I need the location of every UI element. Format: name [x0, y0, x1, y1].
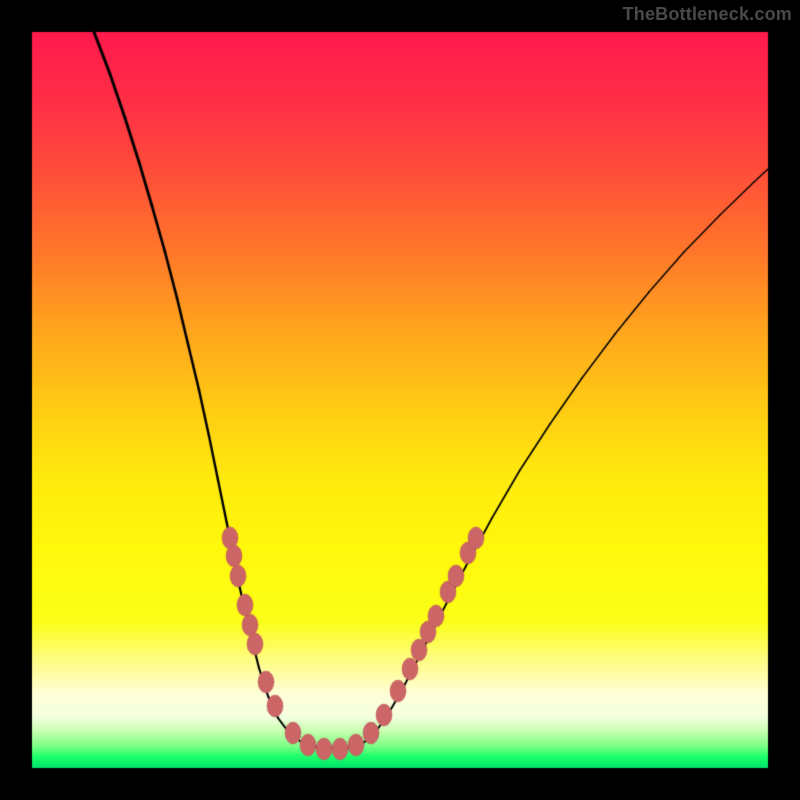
watermark-text: TheBottleneck.com	[623, 4, 792, 25]
bottleneck-chart	[0, 0, 800, 800]
